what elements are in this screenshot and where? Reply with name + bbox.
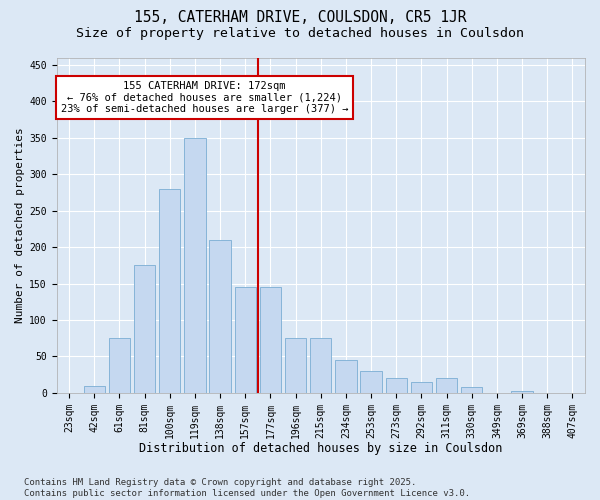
Bar: [235, 287, 256, 393]
X-axis label: Distribution of detached houses by size in Coulsdon: Distribution of detached houses by size …: [139, 442, 502, 455]
Bar: [310, 338, 331, 393]
Bar: [285, 338, 306, 393]
Bar: [411, 382, 432, 393]
Bar: [436, 378, 457, 393]
Bar: [83, 386, 105, 393]
Text: 155 CATERHAM DRIVE: 172sqm
← 76% of detached houses are smaller (1,224)
23% of s: 155 CATERHAM DRIVE: 172sqm ← 76% of deta…: [61, 81, 348, 114]
Text: Size of property relative to detached houses in Coulsdon: Size of property relative to detached ho…: [76, 28, 524, 40]
Bar: [386, 378, 407, 393]
Bar: [109, 338, 130, 393]
Bar: [159, 188, 181, 393]
Bar: [511, 390, 533, 393]
Bar: [209, 240, 231, 393]
Text: 155, CATERHAM DRIVE, COULSDON, CR5 1JR: 155, CATERHAM DRIVE, COULSDON, CR5 1JR: [134, 10, 466, 25]
Bar: [335, 360, 356, 393]
Bar: [184, 138, 206, 393]
Y-axis label: Number of detached properties: Number of detached properties: [15, 128, 25, 323]
Bar: [461, 387, 482, 393]
Text: Contains HM Land Registry data © Crown copyright and database right 2025.
Contai: Contains HM Land Registry data © Crown c…: [24, 478, 470, 498]
Bar: [361, 371, 382, 393]
Bar: [260, 287, 281, 393]
Bar: [134, 266, 155, 393]
